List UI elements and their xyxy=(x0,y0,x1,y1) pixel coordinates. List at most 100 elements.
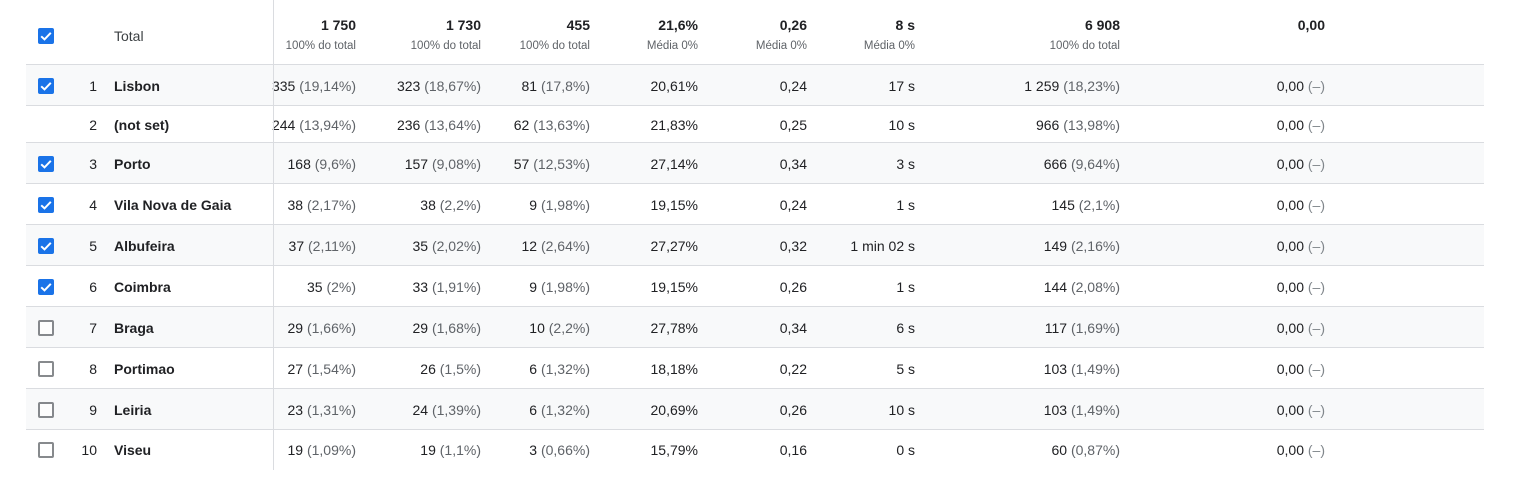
metric-value: 0,00 xyxy=(1276,361,1304,377)
metric-value: 62 xyxy=(513,117,530,133)
city-name[interactable]: Coimbra xyxy=(114,279,171,295)
city-name[interactable]: Porto xyxy=(114,156,151,172)
metric-share: (19,14%) xyxy=(299,78,356,94)
row-checkbox[interactable] xyxy=(38,320,54,336)
metric-share: (17,8%) xyxy=(540,78,590,94)
row-rank: 9 xyxy=(89,402,97,418)
row-divider xyxy=(26,306,1484,307)
total-label: Total xyxy=(114,28,144,44)
table-row[interactable]: 5 Albufeira 37 (2,11%) 35 (2,02%) 12 (2,64%)… xyxy=(26,225,1484,266)
metric-cell: 0,34 xyxy=(780,156,807,172)
select-all-checkbox[interactable] xyxy=(38,28,54,44)
metric-value: 37 xyxy=(288,238,305,254)
metric-share: (1,32%) xyxy=(540,361,590,377)
row-rank: 6 xyxy=(89,279,97,295)
metric-share: (–) xyxy=(1307,402,1325,418)
metric-value: 323 xyxy=(396,78,421,94)
city-name[interactable]: Leiria xyxy=(114,402,152,418)
city-name[interactable]: Braga xyxy=(114,320,154,336)
metric-cell: 0,26 xyxy=(780,402,807,418)
row-divider xyxy=(26,105,1484,106)
table-row[interactable]: 10 Viseu 19 (1,09%) 19 (1,1%) 3 (0,66%) 15,79… xyxy=(26,430,1484,470)
metric-cell: 35 (2,02%) xyxy=(413,238,482,254)
metric-value: 0,00 xyxy=(1276,117,1304,133)
metric-cell: 15,79% xyxy=(651,442,698,458)
row-checkbox[interactable] xyxy=(38,361,54,377)
metric-cell: 20,61% xyxy=(651,78,698,94)
metric-cell: 24 (1,39%) xyxy=(413,402,482,418)
metric-share: (2,1%) xyxy=(1078,197,1120,213)
city-name[interactable]: Lisbon xyxy=(114,78,160,94)
metric-value: 81 xyxy=(521,78,538,94)
metric-value: 0,00 xyxy=(1276,320,1304,336)
metric-cell: 17 s xyxy=(889,78,915,94)
metric-cell: 23 (1,31%) xyxy=(288,402,357,418)
row-divider xyxy=(26,183,1484,184)
metric-cell: 0,25 xyxy=(780,117,807,133)
table-row[interactable]: 8 Portimao 27 (1,54%) 26 (1,5%) 6 (1,32%) 18,… xyxy=(26,348,1484,389)
metric-cell: 9 (1,98%) xyxy=(529,197,590,213)
metric-share: (1,91%) xyxy=(431,279,481,295)
metric-cell: 27,14% xyxy=(651,156,698,172)
metric-share: (–) xyxy=(1307,320,1325,336)
city-name[interactable]: Viseu xyxy=(114,442,152,458)
metric-share: (2,02%) xyxy=(431,238,481,254)
row-rank: 5 xyxy=(89,238,97,254)
metric-value: 29 xyxy=(412,320,429,336)
column-divider xyxy=(273,0,274,470)
row-rank: 7 xyxy=(89,320,97,336)
metric-share: (18,67%) xyxy=(424,78,481,94)
metric-share: (9,64%) xyxy=(1070,156,1120,172)
metric-share: (1,49%) xyxy=(1070,361,1120,377)
metric-cell: 18,18% xyxy=(651,361,698,377)
metric-share: (2,2%) xyxy=(548,320,590,336)
city-name[interactable]: Albufeira xyxy=(114,238,175,254)
metric-value: 29 xyxy=(287,320,304,336)
city-name[interactable]: Vila Nova de Gaia xyxy=(114,197,232,213)
table-row[interactable]: 4 Vila Nova de Gaia 38 (2,17%) 38 (2,2%) 9 (… xyxy=(26,184,1484,225)
metric-value: 10 s xyxy=(888,117,915,133)
table-row[interactable]: 1 Lisbon 335 (19,14%) 323 (18,67%) 81 (17,8%… xyxy=(26,65,1484,106)
header-total-value: 8 s xyxy=(895,17,915,33)
metric-share: (13,64%) xyxy=(424,117,481,133)
table-row[interactable]: 7 Braga 29 (1,66%) 29 (1,68%) 10 (2,2%) 27,78… xyxy=(26,307,1484,348)
metric-value: 0,00 xyxy=(1276,402,1304,418)
row-checkbox[interactable] xyxy=(38,197,54,213)
header-total-value: 1 730 xyxy=(445,17,481,33)
metric-value: 1 s xyxy=(896,197,915,213)
metric-value: 19 xyxy=(420,442,436,458)
table-row[interactable]: 6 Coimbra 35 (2%) 33 (1,91%) 9 (1,98%) 19,15%… xyxy=(26,266,1484,307)
metric-cell: 57 (12,53%) xyxy=(514,156,590,172)
metric-value: 0,34 xyxy=(779,320,807,336)
row-checkbox[interactable] xyxy=(38,402,54,418)
row-divider xyxy=(26,429,1484,430)
metric-cell: 1 s xyxy=(896,279,915,295)
city-name[interactable]: Portimao xyxy=(114,361,175,377)
table-row[interactable]: 9 Leiria 23 (1,31%) 24 (1,39%) 6 (1,32%) 20,6… xyxy=(26,389,1484,430)
metric-cell: 666 (9,64%) xyxy=(1044,156,1120,172)
row-divider xyxy=(26,265,1484,266)
row-checkbox[interactable] xyxy=(38,279,54,295)
row-checkbox[interactable] xyxy=(38,442,54,458)
metric-cell: 12 (2,64%) xyxy=(522,238,591,254)
metric-cell: 3 s xyxy=(896,156,915,172)
metric-cell: 0,00 (–) xyxy=(1277,117,1325,133)
city-name[interactable]: (not set) xyxy=(114,117,170,133)
metric-share: (2,08%) xyxy=(1070,279,1120,295)
metric-share: (13,98%) xyxy=(1063,117,1120,133)
table-row[interactable]: 2 (not set) 244 (13,94%) 236 (13,64%) 62 (13… xyxy=(26,106,1484,143)
metric-value: 26 xyxy=(420,361,436,377)
row-checkbox[interactable] xyxy=(38,238,54,254)
metric-value: 236 xyxy=(396,117,421,133)
row-checkbox[interactable] xyxy=(38,156,54,172)
metric-value: 35 xyxy=(412,238,429,254)
row-checkbox[interactable] xyxy=(38,78,54,94)
table-row[interactable]: 3 Porto 168 (9,6%) 157 (9,08%) 57 (12,53%) 27… xyxy=(26,143,1484,184)
metric-value: 17 s xyxy=(888,78,915,94)
metric-cell: 0,00 (–) xyxy=(1277,156,1325,172)
metric-share: (1,69%) xyxy=(1070,320,1120,336)
metric-cell: 10 s xyxy=(889,402,915,418)
metric-cell: 35 (2%) xyxy=(307,279,356,295)
metric-cell: 9 (1,98%) xyxy=(529,279,590,295)
metric-share: (13,94%) xyxy=(299,117,356,133)
